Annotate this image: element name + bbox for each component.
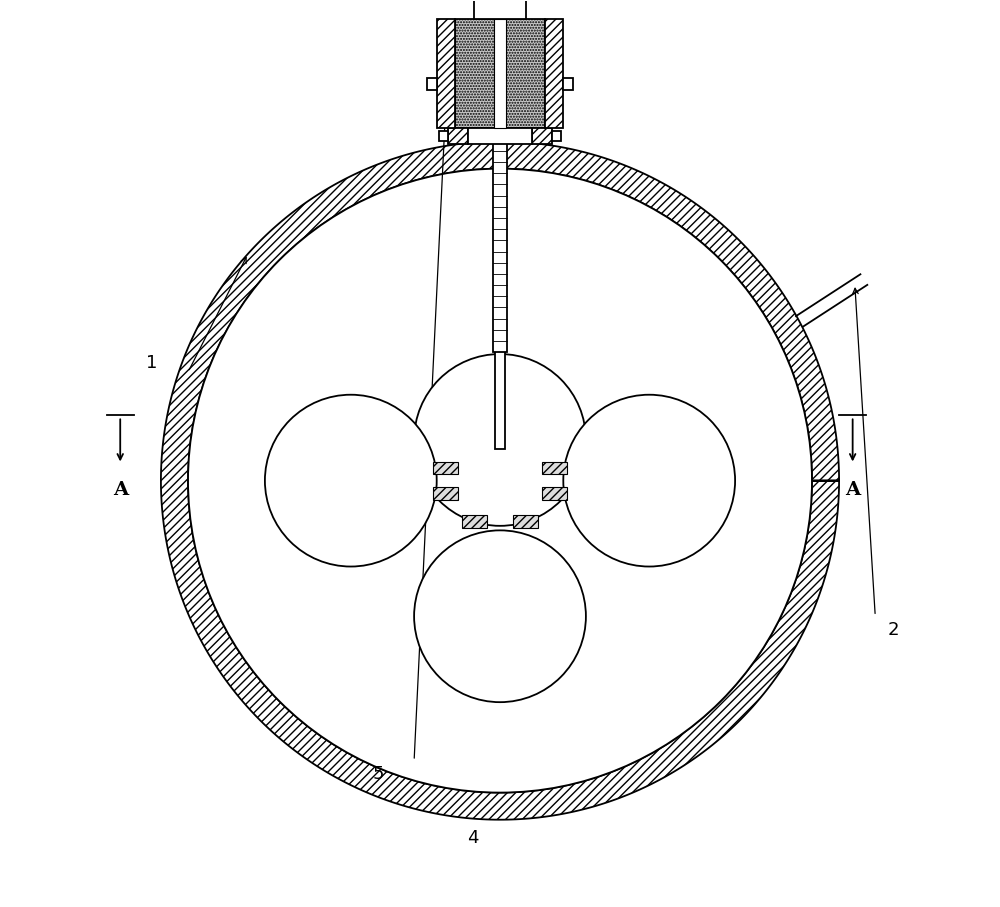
Bar [433,487,458,500]
Text: 6: 6 [621,454,632,472]
Circle shape [188,169,812,793]
Bar [437,19,455,128]
Text: 1: 1 [146,354,158,372]
Bar [532,128,552,144]
Circle shape [563,395,735,567]
Text: 5: 5 [372,766,384,784]
Bar [542,462,567,474]
Circle shape [414,354,586,526]
Bar [494,19,506,128]
Text: 2: 2 [888,620,899,639]
Text: A: A [113,481,128,499]
Bar [462,515,487,528]
Bar [448,128,468,144]
Bar [433,462,458,474]
Text: 3: 3 [318,458,329,476]
Circle shape [414,531,586,702]
Bar [563,78,573,90]
Polygon shape [161,141,839,820]
Bar [495,351,505,449]
Bar [468,128,532,144]
Bar [439,131,448,141]
Bar [455,19,545,128]
Bar [493,140,507,352]
Bar [552,131,561,141]
Bar [427,78,437,90]
Bar [542,487,567,500]
Bar [513,515,538,528]
Bar [474,0,526,19]
Circle shape [265,395,437,567]
Text: A: A [845,481,860,499]
Text: 4: 4 [467,829,479,847]
Bar [545,19,563,128]
